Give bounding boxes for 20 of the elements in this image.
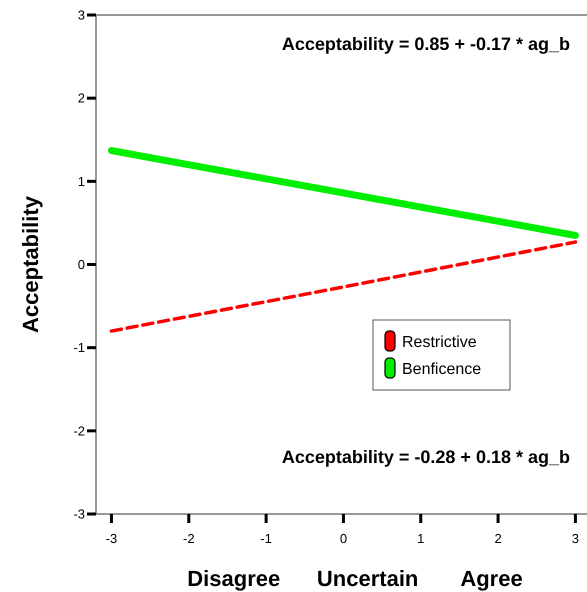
y-axis-title: Acceptability (18, 195, 43, 333)
x-tick-label: 0 (340, 531, 348, 546)
y-tick-label: 0 (78, 257, 85, 272)
y-tick-label: 1 (78, 174, 85, 189)
y-tick-label: -1 (73, 340, 85, 356)
legend-label: Restrictive (402, 334, 477, 351)
x-axis-title: Disagree Uncertain Agree (187, 566, 523, 591)
annotation: Acceptability = -0.28 + 0.18 * ag_b (282, 447, 570, 467)
y-tick-label: 3 (78, 8, 85, 23)
y-tick-label: 2 (78, 90, 85, 106)
x-tick-label: 3 (572, 531, 580, 546)
x-tick-label: 2 (494, 531, 502, 546)
annotation: Acceptability = 0.85 + -0.17 * ag_b (282, 34, 570, 54)
x-tick-label: -2 (183, 531, 195, 546)
x-tick-label: -3 (106, 531, 118, 546)
x-tick-label: -1 (260, 531, 272, 546)
y-tick-label: -3 (73, 506, 85, 522)
x-tick-label: 1 (417, 531, 424, 546)
legend-label: Benficence (402, 361, 482, 378)
y-tick-label: -2 (73, 423, 85, 438)
